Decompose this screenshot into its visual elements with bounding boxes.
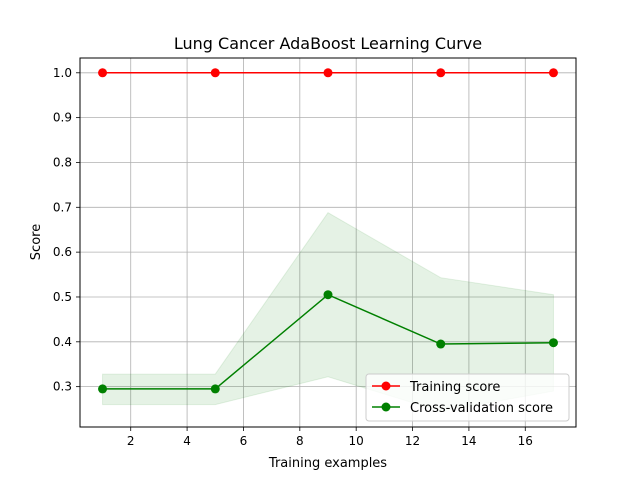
x-tick-label: 16 (518, 434, 533, 448)
chart-title: Lung Cancer AdaBoost Learning Curve (174, 34, 482, 53)
legend-marker-training (381, 381, 391, 391)
y-tick-label: 0.9 (53, 111, 72, 125)
x-tick-label: 12 (405, 434, 420, 448)
training-score-point (436, 68, 446, 78)
y-axis-label: Score (29, 224, 44, 260)
legend-marker-cv (381, 402, 391, 412)
x-tick-label: 8 (296, 434, 304, 448)
series-points (98, 68, 558, 394)
y-axis-ticks: 0.3 0.4 0.5 0.6 0.7 0.8 0.9 1.0 (53, 66, 80, 394)
x-axis-ticks: 2 4 6 8 10 12 14 16 (127, 427, 533, 448)
x-tick-label: 10 (349, 434, 364, 448)
cross-validation-score-point (323, 290, 333, 300)
y-tick-label: 0.8 (53, 155, 72, 169)
legend-label-cv: Cross-validation score (410, 401, 553, 416)
x-tick-label: 4 (183, 434, 191, 448)
cross-validation-score-point (210, 384, 220, 394)
cross-validation-score-point (436, 339, 446, 349)
training-score-point (548, 68, 558, 78)
x-tick-label: 2 (127, 434, 135, 448)
y-tick-label: 0.6 (53, 245, 72, 259)
training-score-point (323, 68, 333, 78)
legend: Training score Cross-validation score (365, 373, 570, 422)
y-tick-label: 0.7 (53, 200, 72, 214)
cross-validation-score-point (548, 338, 558, 348)
x-axis-label: Training examples (268, 456, 387, 471)
training-score-point (210, 68, 220, 78)
y-tick-label: 0.4 (53, 335, 72, 349)
y-tick-label: 0.5 (53, 290, 72, 304)
x-tick-label: 6 (240, 434, 248, 448)
y-tick-label: 0.3 (53, 380, 72, 394)
x-tick-label: 14 (461, 434, 476, 448)
legend-label-training: Training score (409, 380, 500, 395)
y-tick-label: 1.0 (53, 66, 72, 80)
cross-validation-score-point (98, 384, 108, 394)
legend-box (365, 373, 570, 422)
plot-frame (79, 57, 577, 428)
training-score-point (98, 68, 108, 78)
